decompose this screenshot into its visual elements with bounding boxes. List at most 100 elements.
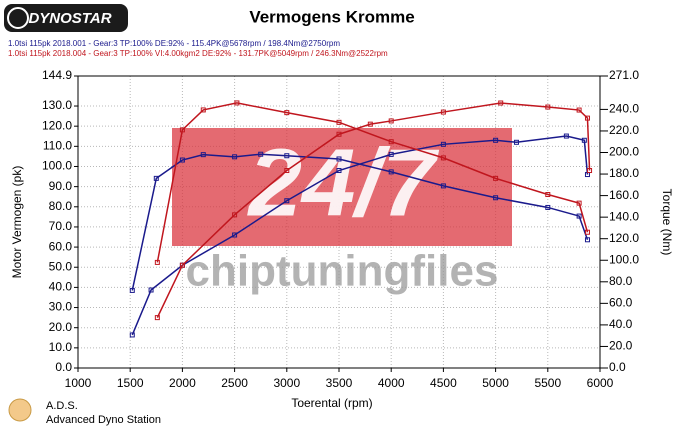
y-tick-label: 130.0 <box>42 98 72 112</box>
point-marker <box>493 195 499 201</box>
x-tick-label: 5000 <box>482 376 509 390</box>
logo-box <box>4 4 128 32</box>
point-marker <box>493 137 499 143</box>
x-axis-label: Toerental (rpm) <box>291 396 372 410</box>
y2-tick-label: 20.0 <box>609 339 633 353</box>
point-marker <box>545 104 551 110</box>
y-tick-label: 110.0 <box>43 139 72 153</box>
point-marker <box>232 212 238 218</box>
x-tick-label: 5500 <box>534 376 561 390</box>
y2-tick-label: 80.0 <box>609 274 633 288</box>
point-marker <box>179 262 185 268</box>
point-marker <box>336 156 342 162</box>
point-marker <box>584 229 590 235</box>
x-tick-label: 4000 <box>378 376 405 390</box>
point-marker <box>234 100 240 106</box>
logo-ring <box>7 7 29 29</box>
point-marker <box>440 155 446 161</box>
point-marker <box>545 204 551 210</box>
point-marker <box>153 175 159 181</box>
point-marker <box>232 154 238 160</box>
line <box>156 102 589 263</box>
line <box>131 153 589 291</box>
y-tick-label: 30.0 <box>49 300 73 314</box>
x-tick-label: 1000 <box>65 376 92 390</box>
y-tick-label: 80.0 <box>49 199 73 213</box>
watermark: 24/7 chiptuningfiles <box>172 128 512 296</box>
y-tick-label: 40.0 <box>49 280 73 294</box>
point-marker <box>545 192 551 198</box>
point-marker <box>284 153 290 159</box>
y-tick-label: 60.0 <box>49 239 73 253</box>
point-marker <box>200 107 206 113</box>
point-marker <box>584 237 590 243</box>
y2-tick-label: 100.0 <box>609 252 639 266</box>
point-marker <box>587 168 593 174</box>
point-marker <box>581 137 587 143</box>
x-tick-label: 1500 <box>117 376 144 390</box>
y2-tick-label: 271.0 <box>609 68 639 82</box>
x-tick-label: 2500 <box>221 376 248 390</box>
y-tick-label: 0.0 <box>55 360 72 374</box>
point-marker <box>154 315 160 321</box>
y2-axis-label: Torque (Nm) <box>660 189 674 256</box>
point-marker <box>336 131 342 137</box>
point-marker <box>388 118 394 124</box>
y2-tick-label: 220.0 <box>609 123 639 137</box>
legend-entry: 1.0tsi 115pk 2018.001 - Gear:3 TP:100% D… <box>8 39 340 48</box>
y-tick-label: 50.0 <box>49 259 73 273</box>
line <box>156 102 591 318</box>
x-tick-label: 2000 <box>169 376 196 390</box>
point-marker <box>388 169 394 175</box>
point-marker <box>440 109 446 115</box>
footer-subtitle: Advanced Dyno Station <box>46 414 161 426</box>
y-tick-label: 120.0 <box>42 118 72 132</box>
point-marker <box>563 133 569 139</box>
point-marker <box>440 183 446 189</box>
y-axis-label: Motor Vermogen (pk) <box>10 166 24 279</box>
y-tick-label: 90.0 <box>49 179 73 193</box>
point-marker <box>232 232 238 238</box>
x-tick-label: 3500 <box>326 376 353 390</box>
y-tick-label: 70.0 <box>49 219 73 233</box>
y2-tick-label: 160.0 <box>609 188 639 202</box>
point-marker <box>284 198 290 204</box>
point-marker <box>576 107 582 113</box>
y2-tick-label: 40.0 <box>609 317 633 331</box>
plot-frame <box>77 75 601 369</box>
point-marker <box>513 139 519 145</box>
y-tick-label: 10.0 <box>49 340 73 354</box>
y2-tick-label: 180.0 <box>609 166 639 180</box>
chart-title: Vermogens Kromme <box>249 7 414 26</box>
y2-tick-label: 240.0 <box>609 102 639 116</box>
point-marker <box>200 152 206 158</box>
y-tick-label: 144.9 <box>42 68 72 82</box>
y2-tick-label: 0.0 <box>609 360 626 374</box>
point-marker <box>388 151 394 157</box>
point-marker <box>367 121 373 127</box>
point-marker <box>258 151 264 157</box>
footer-logo <box>8 398 32 422</box>
y-tick-label: 20.0 <box>49 320 73 334</box>
point-marker <box>129 332 135 338</box>
point-marker <box>129 287 135 293</box>
watermark-number: 24/7 <box>247 129 440 236</box>
point-marker <box>148 287 154 293</box>
point-marker <box>179 127 185 133</box>
point-marker <box>584 115 590 121</box>
point-marker <box>388 139 394 145</box>
point-marker <box>440 141 446 147</box>
point-marker <box>336 119 342 125</box>
y2-tick-label: 140.0 <box>609 209 639 223</box>
y-tick-label: 100.0 <box>42 159 72 173</box>
watermark-text: chiptuningfiles <box>186 247 499 296</box>
logo-text: DYNOSTAR <box>28 10 111 27</box>
legend-entry: 1.0tsi 115pk 2018.004 - Gear:3 TP:100% V… <box>8 49 388 58</box>
point-marker <box>284 110 290 116</box>
y2-tick-label: 120.0 <box>609 231 639 245</box>
point-marker <box>576 200 582 206</box>
x-tick-label: 3000 <box>273 376 300 390</box>
watermark-box <box>172 128 512 246</box>
